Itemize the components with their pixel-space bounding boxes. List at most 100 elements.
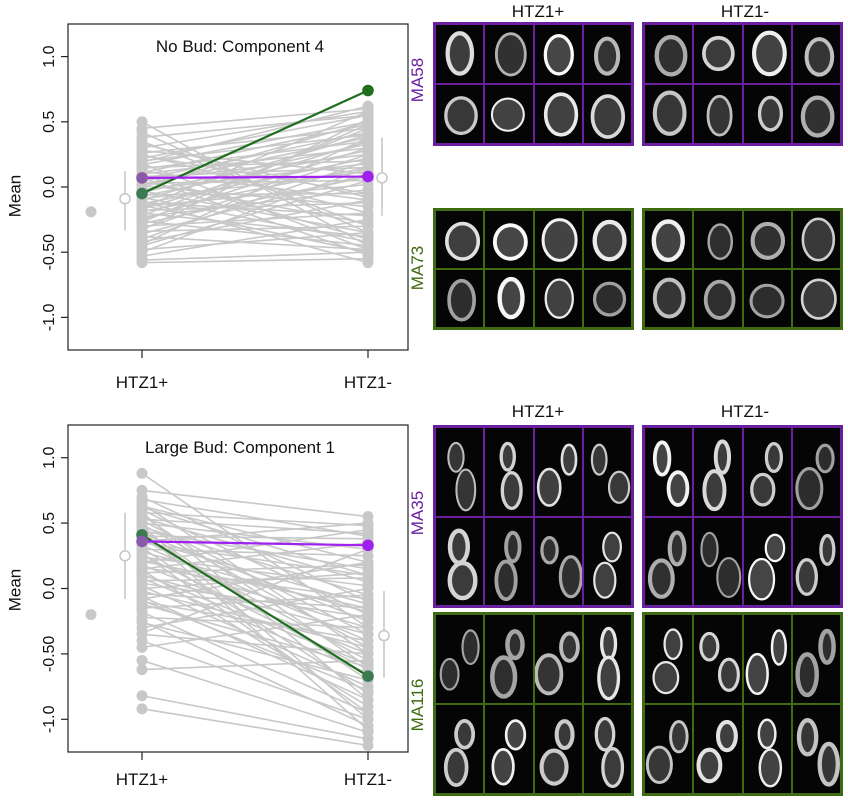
data-line	[141, 166, 369, 253]
cell-image	[791, 24, 841, 84]
cell-image	[484, 614, 534, 704]
data-point-htz1-minus	[362, 724, 374, 736]
yeast-cell-shape	[592, 219, 627, 262]
data-line	[141, 105, 369, 164]
data-line	[141, 506, 369, 577]
highlight-line-green	[141, 533, 369, 678]
yeast-cell-shape	[706, 94, 733, 137]
data-point-htz1-minus	[362, 602, 374, 614]
yeast-cell-shape	[745, 629, 787, 696]
data-point-htz1-plus	[136, 615, 148, 627]
yeast-cell-shape	[539, 535, 582, 598]
cell-image	[791, 516, 841, 606]
data-line	[141, 640, 369, 721]
data-line	[141, 218, 369, 257]
y-tick-label: 1.0	[41, 45, 58, 67]
header-htz1-plus-bottom: HTZ1+	[511, 402, 565, 421]
cell-image	[644, 516, 694, 606]
cell-image	[582, 24, 632, 84]
x-tick-label: HTZ1+	[116, 770, 169, 789]
data-line	[141, 561, 369, 600]
data-line	[141, 231, 369, 251]
cell-image	[484, 24, 534, 84]
chart-title: Large Bud: Component 1	[145, 438, 335, 457]
cell-image	[435, 704, 485, 794]
data-line	[141, 160, 369, 169]
data-point-htz1-minus	[362, 227, 374, 239]
strain-label-ma116: MA116	[408, 678, 427, 732]
data-line	[141, 620, 369, 727]
cell-image	[533, 24, 583, 84]
data-line	[141, 107, 369, 130]
cell-image	[791, 427, 841, 517]
yeast-cell-shape	[443, 719, 476, 787]
cell-image	[435, 269, 485, 328]
data-line	[141, 114, 369, 139]
data-point-htz1-plus	[136, 594, 148, 606]
data-line	[141, 110, 369, 209]
yeast-cell-shape	[645, 720, 689, 785]
data-point-htz1-plus	[136, 224, 148, 236]
cell-image	[484, 210, 534, 269]
cell-image	[693, 210, 743, 269]
yeast-cell-shape	[590, 94, 625, 139]
cell-image	[644, 269, 694, 328]
cell-image	[693, 84, 743, 144]
panel-ma35-htz1-minus	[642, 425, 843, 608]
cell-image	[533, 614, 583, 704]
summary-mean-htz1-plus	[119, 549, 131, 562]
x-tick-label: HTZ1+	[116, 373, 169, 392]
highlight-point-green	[136, 187, 148, 200]
data-point-htz1-plus	[136, 257, 148, 269]
cell-image	[484, 84, 534, 144]
cell-image	[533, 269, 583, 328]
y-tick-label: 0.5	[41, 111, 58, 133]
y-tick-label: -0.50	[41, 636, 58, 673]
data-point-htz1-minus	[362, 214, 374, 226]
data-point-htz1-minus	[362, 569, 374, 581]
yeast-cell-shape	[539, 719, 575, 786]
yeast-cell-shape	[652, 440, 690, 507]
yeast-cell-shape	[534, 631, 580, 696]
data-line	[141, 177, 369, 256]
data-point-htz1-minus	[362, 105, 374, 117]
data-line	[141, 633, 369, 655]
data-point-htz1-minus	[362, 188, 374, 200]
yeast-cell-shape	[592, 281, 626, 317]
cell-image	[582, 427, 632, 517]
panel-ma35-htz1-plus	[433, 425, 634, 608]
cell-image	[644, 614, 694, 704]
data-point-htz1-minus	[362, 517, 374, 529]
yeast-cell-shape	[491, 97, 526, 132]
highlight-line-purple	[141, 175, 369, 179]
data-line	[141, 257, 369, 264]
data-point-htz1-plus	[136, 216, 148, 228]
header-htz1-plus-top: HTZ1+	[511, 2, 565, 21]
data-line	[141, 123, 369, 223]
yeast-cell-shape	[544, 278, 574, 319]
cell-image	[693, 704, 743, 794]
data-line	[141, 157, 369, 205]
data-line	[141, 552, 369, 714]
data-line	[141, 134, 369, 201]
data-point-htz1-minus	[362, 131, 374, 143]
yeast-cell-shape	[497, 276, 525, 320]
yeast-cell-shape	[800, 95, 835, 138]
strain-label-ma73: MA73	[408, 245, 427, 291]
yeast-cell-shape	[445, 221, 481, 261]
data-point-htz1-minus	[362, 658, 374, 670]
data-line	[141, 166, 369, 213]
cell-image	[791, 704, 841, 794]
yeast-cell-shape	[700, 531, 742, 598]
yeast-cell-shape	[490, 629, 526, 699]
data-line	[141, 548, 369, 557]
data-line	[141, 577, 369, 675]
data-point-htz1-plus	[136, 703, 148, 715]
data-line	[141, 708, 369, 747]
cell-image	[693, 427, 743, 517]
yeast-cell-shape	[447, 527, 478, 600]
yeast-cell-shape	[702, 35, 735, 72]
cell-image	[435, 614, 485, 704]
panel-ma58-htz1-plus	[433, 22, 634, 146]
highlight-point-purple	[362, 539, 374, 552]
